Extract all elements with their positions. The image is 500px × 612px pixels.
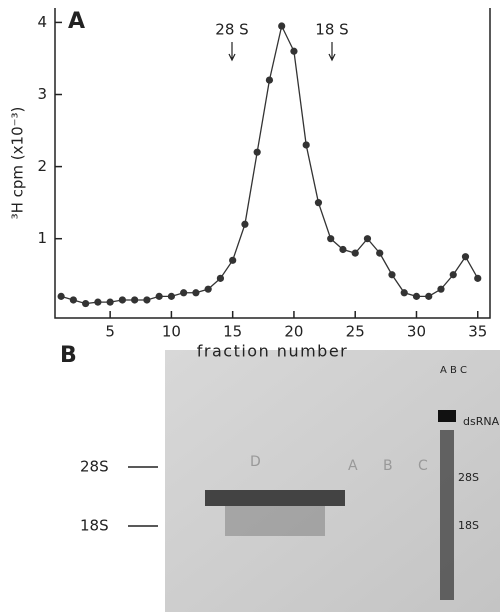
panel-label: B xyxy=(60,343,77,368)
y-tick-label: 4 xyxy=(37,13,47,31)
annotation: 18 S xyxy=(315,21,348,39)
data-point xyxy=(265,76,274,84)
annotation-arrow xyxy=(228,42,236,62)
data-point xyxy=(94,298,102,306)
band xyxy=(438,410,456,422)
data-point xyxy=(106,298,114,306)
data-line xyxy=(60,24,479,305)
data-point xyxy=(69,296,77,304)
annotation-arrow xyxy=(328,42,336,62)
lane-letter: D xyxy=(250,454,261,470)
marker-label: 18S xyxy=(80,517,109,535)
axis-frame xyxy=(54,8,491,319)
lane-letter: A xyxy=(348,458,358,474)
x-tick-label: 5 xyxy=(105,323,115,341)
gel-panel: B 28S 18S A B C dsRNA 28S 18S D A B C xyxy=(60,343,500,612)
data-point xyxy=(290,47,298,55)
lane-labels: A B C xyxy=(440,365,467,376)
data-point xyxy=(82,299,90,308)
panel-label: A xyxy=(68,9,85,34)
band xyxy=(205,490,345,506)
data-point xyxy=(327,235,335,243)
lane-smear xyxy=(440,430,454,600)
marker-label: 18S xyxy=(458,519,479,532)
data-point xyxy=(131,296,139,304)
x-tick-label: 35 xyxy=(468,323,487,341)
data-point xyxy=(461,253,470,261)
marker-label: 28S xyxy=(80,458,109,476)
data-point xyxy=(449,271,457,279)
data-point xyxy=(363,235,372,243)
marker-label: dsRNA xyxy=(463,415,500,428)
data-point xyxy=(216,274,225,282)
y-axis-label: ³H cpm (x10⁻³) xyxy=(9,107,27,220)
data-point xyxy=(57,292,65,300)
x-tick-label: 25 xyxy=(346,323,365,341)
data-point xyxy=(180,289,188,297)
data-point xyxy=(302,141,310,149)
x-axis-label: fraction number xyxy=(197,342,349,361)
data-point xyxy=(351,249,359,257)
data-point xyxy=(388,271,396,279)
data-point xyxy=(241,220,249,228)
data-point xyxy=(412,292,421,300)
lane-letter: C xyxy=(418,458,428,474)
data-point xyxy=(314,199,323,207)
lane-letter: B xyxy=(383,458,393,474)
data-point xyxy=(143,296,151,304)
data-point xyxy=(474,274,482,282)
data-point xyxy=(339,245,347,254)
y-tick-label: 1 xyxy=(37,229,47,247)
data-point xyxy=(155,292,163,300)
y-tick-label: 3 xyxy=(37,85,47,103)
data-point xyxy=(376,249,384,257)
x-tick-label: 10 xyxy=(162,323,181,341)
x-tick-label: 15 xyxy=(223,323,242,341)
data-point xyxy=(400,289,408,297)
data-point xyxy=(118,296,126,304)
data-point xyxy=(167,292,176,300)
data-point xyxy=(192,289,200,297)
data-point xyxy=(278,22,286,30)
x-tick-label: 20 xyxy=(284,323,303,341)
data-point xyxy=(204,285,212,293)
marker-label: 28S xyxy=(458,471,479,484)
data-point xyxy=(229,256,237,264)
annotation: 28 S xyxy=(215,21,248,39)
smear xyxy=(225,506,325,536)
x-tick-label: 30 xyxy=(407,323,426,341)
data-point xyxy=(425,292,433,300)
data-point xyxy=(437,285,445,293)
y-tick-label: 2 xyxy=(37,157,47,175)
data-point xyxy=(253,148,261,156)
